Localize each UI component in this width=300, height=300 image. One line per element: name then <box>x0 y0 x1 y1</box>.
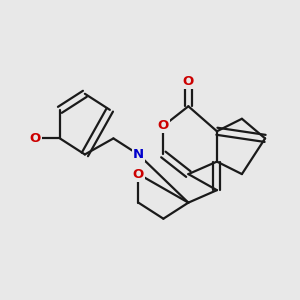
Text: N: N <box>133 148 144 161</box>
Text: O: O <box>29 132 40 145</box>
Text: O: O <box>133 168 144 181</box>
Text: O: O <box>183 75 194 88</box>
Text: O: O <box>158 119 169 132</box>
